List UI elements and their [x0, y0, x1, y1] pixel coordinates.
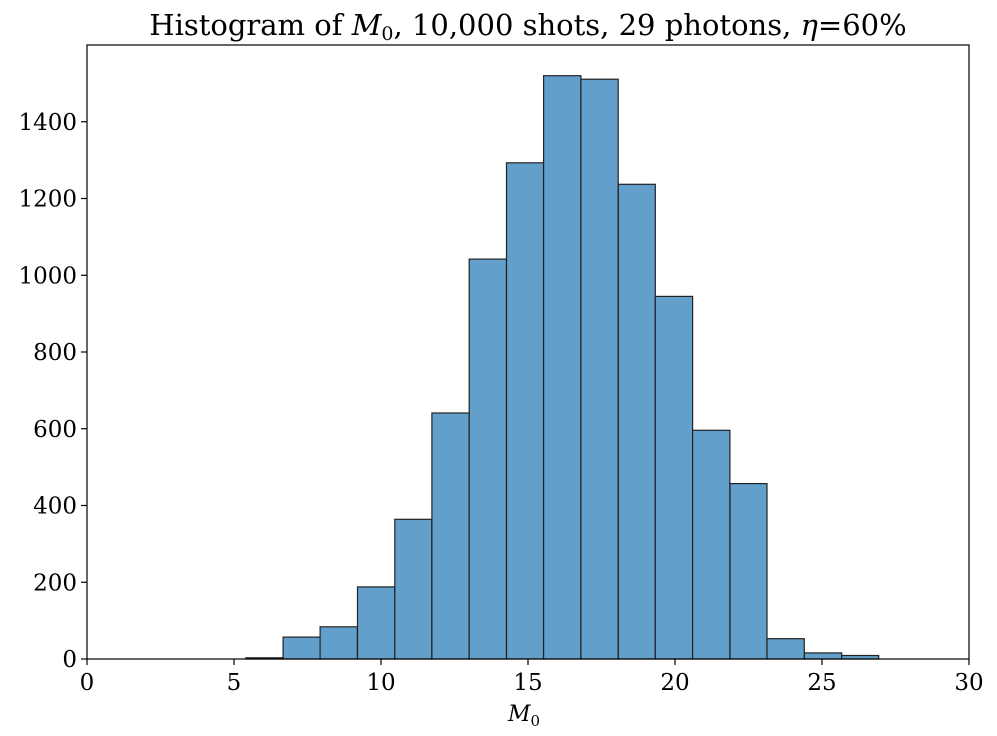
y-tick-label: 800 — [33, 340, 77, 366]
histogram-bar — [356, 586, 396, 660]
histogram-bar — [468, 258, 508, 660]
y-tick-label: 1400 — [18, 110, 77, 136]
title-eta-value: 60% — [842, 8, 906, 42]
histogram-bar — [431, 412, 470, 660]
y-tick-label: 600 — [33, 417, 77, 443]
x-tick-label: 30 — [954, 670, 983, 696]
y-tick-label: 200 — [33, 570, 77, 596]
histogram-bar — [691, 429, 731, 660]
title-eta: η — [801, 8, 819, 42]
y-axis-ticks: 0 200 400 600 800 1000 1200 1400 — [18, 110, 87, 673]
title-var: M — [351, 8, 383, 42]
histogram-bar — [394, 518, 433, 660]
x-tick-label: 0 — [80, 670, 95, 696]
histogram-bar — [803, 652, 843, 660]
x-axis-label-sub: 0 — [530, 712, 540, 730]
histogram-bar — [617, 183, 656, 660]
histogram-bars — [245, 75, 880, 660]
title-eq: = — [818, 8, 842, 42]
x-tick-label: 5 — [227, 670, 242, 696]
x-axis-label: M0 — [507, 702, 540, 730]
x-tick-label: 15 — [513, 670, 542, 696]
histogram-bar — [282, 636, 321, 660]
histogram-bar — [542, 75, 582, 660]
y-tick-label: 1200 — [18, 187, 77, 213]
y-tick-label: 0 — [62, 647, 77, 673]
chart-title: Histogram of M0, 10,000 shots, 29 photon… — [149, 8, 906, 45]
histogram-bar — [580, 78, 619, 660]
title-prefix: Histogram of — [149, 8, 351, 42]
histogram-bar — [654, 295, 694, 660]
histogram-bar — [766, 638, 805, 660]
x-axis-ticks: 0 5 10 15 20 25 30 — [80, 659, 984, 696]
title-var-sub: 0 — [381, 23, 393, 45]
histogram-bar — [729, 483, 768, 660]
histogram-bar — [319, 626, 359, 660]
y-tick-label: 400 — [33, 494, 77, 520]
x-tick-label: 10 — [366, 670, 395, 696]
x-tick-label: 20 — [660, 670, 689, 696]
plot-frame — [86, 44, 970, 660]
x-axis-label-var: M — [507, 702, 531, 727]
x-tick-label: 25 — [807, 670, 836, 696]
title-rest: , 10,000 shots, 29 photons, — [393, 8, 800, 42]
y-tick-label: 1000 — [18, 263, 77, 289]
histogram-bar — [505, 162, 545, 660]
